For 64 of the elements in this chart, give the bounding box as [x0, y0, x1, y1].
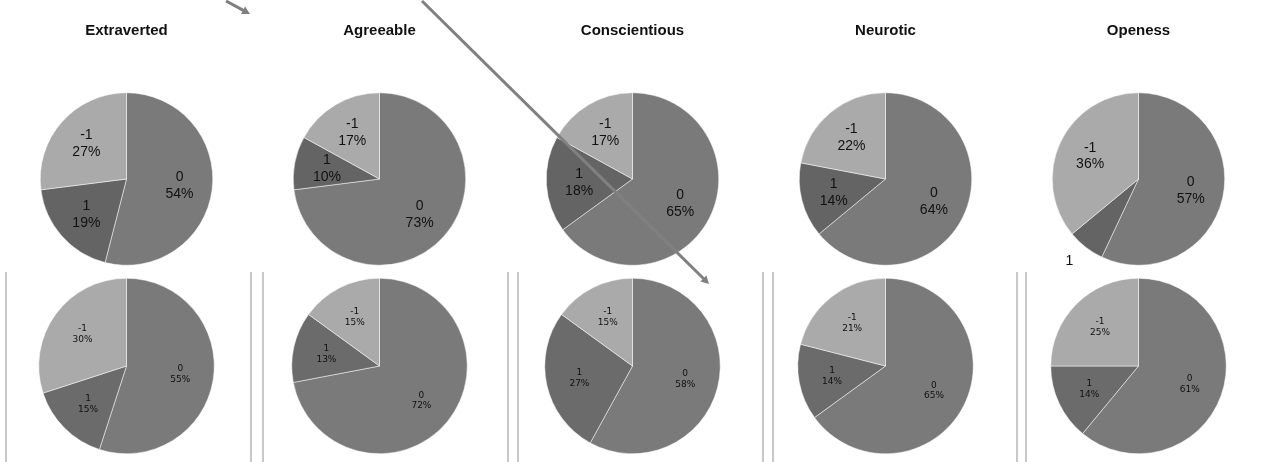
chart-title: Openess: [1106, 21, 1171, 39]
slice-label: 0: [931, 379, 938, 390]
slice-label: 0: [929, 184, 938, 201]
slice-label: 1: [1086, 378, 1093, 389]
data-label: 72%: [411, 400, 432, 411]
data-label: 21%: [842, 322, 863, 333]
data-label: 17%: [338, 132, 367, 149]
data-label: 22%: [837, 137, 866, 154]
data-label: 15%: [344, 317, 366, 328]
slice-label: -1: [77, 322, 87, 333]
data-label: 14%: [822, 375, 843, 386]
data-label: 64%: [919, 201, 948, 218]
slice-label: 1: [85, 393, 91, 404]
data-label: 14%: [1079, 388, 1100, 399]
data-label: 13%: [316, 353, 337, 364]
slice-label: -1: [350, 306, 360, 317]
data-label: 30%: [72, 333, 93, 344]
slice-label: -1: [845, 120, 858, 137]
slice-label: 1: [323, 343, 330, 354]
chart-title: Extraverted: [85, 21, 168, 39]
data-label: 17%: [591, 132, 620, 149]
slice-label: -1: [847, 311, 857, 322]
data-label: 65%: [666, 202, 695, 219]
slice-label: 0: [1186, 173, 1195, 190]
chart-title: Neurotic: [855, 21, 916, 39]
slice-label: 1: [1065, 252, 1074, 269]
data-label: 58%: [675, 379, 696, 390]
data-label: 14%: [819, 191, 848, 208]
slice-label: -1: [346, 115, 359, 132]
slice-label: 0: [175, 168, 184, 185]
data-label: 27%: [569, 377, 590, 388]
slice-label: -1: [1083, 138, 1097, 155]
slice-label: -1: [80, 126, 93, 143]
slice-label: -1: [603, 306, 613, 317]
slice-label: 0: [177, 363, 184, 374]
slice-label: -1: [599, 115, 612, 132]
slice-label: 0: [676, 185, 685, 202]
data-label: 57%: [1176, 189, 1205, 206]
slice-label: 0: [418, 389, 425, 400]
data-label: 25%: [1090, 327, 1111, 338]
data-label: 27%: [72, 142, 101, 159]
data-label: 55%: [170, 374, 191, 385]
chart-title: Agreeable: [343, 21, 416, 39]
slice-label: 1: [575, 164, 584, 181]
data-label: 65%: [923, 390, 945, 401]
data-label: 61%: [1179, 384, 1201, 395]
data-label: 15%: [597, 317, 619, 328]
data-label: 10%: [312, 168, 341, 185]
slice-label: 1: [576, 366, 583, 377]
slice-label: -1: [1095, 316, 1105, 327]
data-label: 36%: [1076, 155, 1105, 172]
slice-label: 1: [323, 151, 332, 168]
slice-label: 0: [682, 368, 689, 379]
slice-label: 1: [82, 196, 91, 213]
chart-title: Conscientious: [580, 21, 685, 39]
data-label: 18%: [565, 181, 594, 198]
data-label: 73%: [405, 213, 434, 230]
data-label: 54%: [165, 184, 194, 201]
slice-label: 0: [1186, 373, 1193, 384]
slice-label: 1: [829, 365, 835, 376]
slice-label: 1: [829, 174, 838, 191]
slice-label: 0: [415, 196, 424, 213]
data-label: 15%: [78, 404, 99, 415]
data-label: 19%: [72, 213, 101, 230]
